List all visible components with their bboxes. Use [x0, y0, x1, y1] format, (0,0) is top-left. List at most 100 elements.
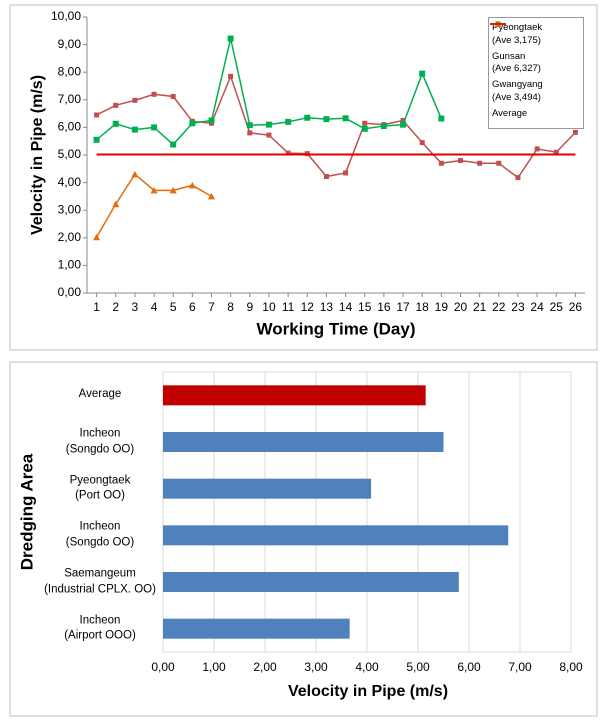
x-axis-title: Velocity in Pipe (m/s)	[288, 683, 448, 700]
marker	[93, 136, 100, 143]
x-tick-label: 14	[339, 300, 353, 314]
y-tick-label: Incheon (Airport OOO)	[64, 614, 136, 642]
marker	[342, 115, 349, 122]
x-axis-title: Working Time (Day)	[256, 319, 415, 338]
x-tick-label: 7	[208, 300, 215, 314]
series-line	[96, 74, 576, 179]
x-tick-label: 6	[189, 300, 196, 314]
x-tick-label: 10	[262, 300, 276, 314]
x-tick-label: 24	[530, 300, 544, 314]
marker	[323, 116, 330, 123]
x-tick-label: 4	[151, 300, 158, 314]
x-tick-label: 8	[227, 300, 234, 314]
marker	[228, 73, 234, 79]
x-tick-label: 26	[569, 300, 583, 314]
x-tick-label: 12	[301, 300, 315, 314]
marker	[188, 181, 196, 189]
bar	[163, 525, 509, 546]
y-tick-label: Average	[78, 388, 122, 401]
x-tick-label: 16	[377, 300, 391, 314]
legend-item: Average	[490, 23, 580, 121]
marker	[534, 146, 540, 152]
y-tick-label: Incheon (Songdo OO)	[65, 520, 135, 549]
bar	[163, 572, 459, 592]
bar	[163, 478, 372, 499]
x-tick-label: 5	[170, 300, 177, 314]
y-tick-label: 4,00	[58, 175, 82, 189]
marker	[169, 186, 177, 194]
marker	[285, 118, 292, 125]
marker	[572, 129, 578, 135]
marker	[170, 93, 176, 99]
marker	[265, 121, 272, 128]
bar	[163, 385, 426, 406]
legend-label: Gwangyang (Ave 3,494)	[492, 79, 543, 104]
y-axis-title: Dredging Area	[17, 453, 36, 570]
marker	[208, 192, 215, 200]
y-tick-label: 7,00	[58, 92, 82, 106]
y-tick-label: 10,00	[51, 9, 81, 23]
marker	[380, 123, 387, 130]
y-tick-label: 3,00	[58, 202, 82, 216]
legend-label: Gunsan (Ave 6,327)	[492, 50, 541, 75]
x-tick-label: 20	[454, 300, 468, 314]
x-tick-label: 1,00	[202, 660, 226, 674]
marker	[400, 118, 406, 123]
y-tick-label: 8,00	[58, 64, 82, 78]
marker	[553, 149, 559, 155]
marker	[362, 120, 368, 126]
y-tick-label: 6,00	[58, 120, 82, 134]
x-tick-label: 19	[435, 300, 449, 314]
marker	[189, 120, 196, 127]
legend-item: Gwangyang (Ave 3,494)	[490, 20, 580, 105]
marker	[246, 122, 253, 129]
x-tick-label: 17	[396, 300, 410, 314]
marker	[208, 117, 215, 124]
marker	[266, 132, 272, 138]
x-tick-label: 9	[246, 300, 253, 314]
legend: Pyeongtaek (Ave 3,175) Gunsan (Ave 6,327)…	[488, 17, 584, 129]
x-tick-label: 3	[132, 300, 139, 314]
marker	[150, 186, 158, 194]
marker	[515, 175, 521, 181]
x-tick-label: 11	[282, 300, 295, 314]
marker	[112, 200, 120, 208]
marker	[151, 124, 158, 131]
bar	[163, 618, 350, 639]
marker	[247, 130, 253, 136]
x-tick-label: 18	[416, 300, 430, 314]
marker	[227, 35, 234, 42]
x-tick-label: 2,00	[253, 660, 277, 674]
marker	[304, 114, 311, 121]
y-tick-label: 5,00	[58, 147, 82, 161]
marker	[438, 160, 444, 166]
x-tick-label: 8,00	[559, 660, 583, 674]
marker	[151, 91, 157, 97]
marker	[361, 125, 368, 132]
x-tick-label: 22	[492, 300, 506, 314]
legend-item: Gunsan (Ave 6,327)	[490, 21, 580, 77]
legend-key	[490, 23, 506, 25]
y-tick-label: Saemangeum (Industrial CPLX. OO)	[44, 567, 156, 595]
marker	[458, 158, 463, 164]
marker	[400, 121, 407, 128]
y-axis-title: Velocity in Pipe (m/s)	[29, 75, 46, 235]
marker	[93, 233, 101, 241]
x-tick-label: 6,00	[457, 660, 481, 674]
x-tick-label: 4,00	[355, 660, 379, 674]
legend-label: Average	[492, 107, 528, 119]
marker	[131, 126, 138, 133]
y-tick-label: 0,00	[58, 285, 82, 299]
marker	[132, 97, 138, 103]
marker	[323, 174, 329, 180]
legend-label: Pyeongtaek (Ave 3,175)	[492, 22, 543, 46]
y-tick-label: 9,00	[58, 37, 82, 51]
marker	[496, 160, 502, 166]
marker	[170, 141, 177, 148]
y-tick-label: 2,00	[58, 230, 82, 244]
x-tick-label: 25	[550, 300, 564, 314]
x-tick-label: 5,00	[406, 660, 430, 674]
x-tick-label: 21	[473, 300, 487, 314]
marker	[94, 112, 100, 118]
